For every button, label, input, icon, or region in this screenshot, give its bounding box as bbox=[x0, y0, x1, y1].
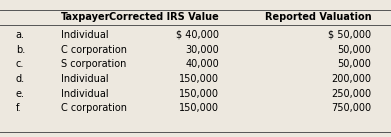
Text: 750,000: 750,000 bbox=[331, 103, 371, 113]
Text: 50,000: 50,000 bbox=[337, 59, 371, 69]
Text: Taxpayer: Taxpayer bbox=[61, 12, 110, 22]
Text: C corporation: C corporation bbox=[61, 103, 127, 113]
Text: Individual: Individual bbox=[61, 30, 108, 40]
Text: 30,000: 30,000 bbox=[185, 45, 219, 55]
Text: 150,000: 150,000 bbox=[179, 89, 219, 99]
Text: Corrected IRS Value: Corrected IRS Value bbox=[109, 12, 219, 22]
Text: 150,000: 150,000 bbox=[179, 74, 219, 84]
Text: b.: b. bbox=[16, 45, 25, 55]
Text: Reported Valuation: Reported Valuation bbox=[265, 12, 371, 22]
Text: 50,000: 50,000 bbox=[337, 45, 371, 55]
Text: f.: f. bbox=[16, 103, 21, 113]
Text: e.: e. bbox=[16, 89, 25, 99]
Text: c.: c. bbox=[16, 59, 24, 69]
Text: Individual: Individual bbox=[61, 74, 108, 84]
Text: 200,000: 200,000 bbox=[332, 74, 371, 84]
Text: $ 40,000: $ 40,000 bbox=[176, 30, 219, 40]
Text: 250,000: 250,000 bbox=[331, 89, 371, 99]
Text: $ 50,000: $ 50,000 bbox=[328, 30, 371, 40]
Text: Individual: Individual bbox=[61, 89, 108, 99]
Text: a.: a. bbox=[16, 30, 25, 40]
Text: d.: d. bbox=[16, 74, 25, 84]
Text: 40,000: 40,000 bbox=[185, 59, 219, 69]
Text: C corporation: C corporation bbox=[61, 45, 127, 55]
Text: 150,000: 150,000 bbox=[179, 103, 219, 113]
Text: S corporation: S corporation bbox=[61, 59, 126, 69]
